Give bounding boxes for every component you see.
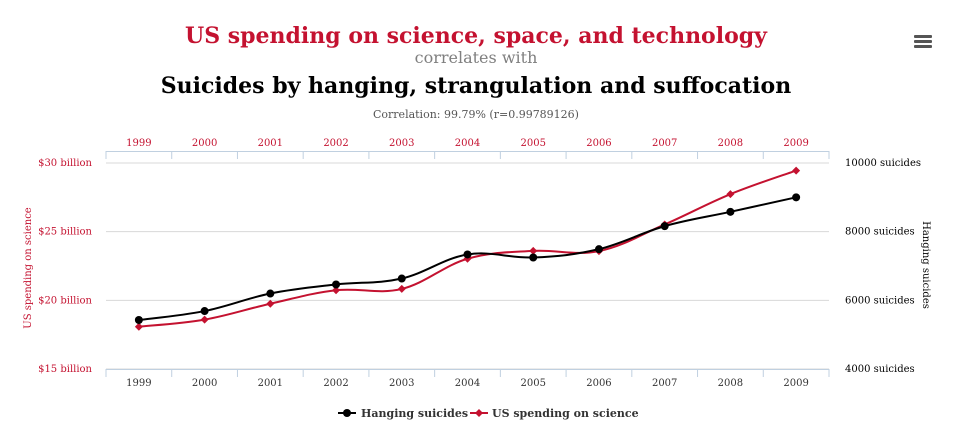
x-tick-label-top: 2001 — [258, 138, 283, 149]
x-tick-label: 2005 — [521, 378, 546, 389]
y-right-tick-label: 4000 suicides — [845, 364, 915, 375]
data-point-hanging-suicides — [200, 307, 209, 316]
data-point-hanging-suicides — [726, 207, 735, 216]
data-point-us-spending — [200, 315, 209, 324]
data-point-us-spending — [726, 190, 735, 199]
x-tick-label-top: 2002 — [323, 138, 348, 149]
data-point-hanging-suicides — [463, 250, 472, 259]
x-tick-label: 2000 — [192, 378, 217, 389]
correlation-label: Correlation: 99.79% (r=0.99789126) — [373, 108, 579, 121]
x-tick-label: 2007 — [652, 378, 677, 389]
data-point-hanging-suicides — [529, 253, 538, 262]
data-point-us-spending — [266, 299, 275, 308]
data-point-hanging-suicides — [660, 222, 669, 231]
data-point-hanging-suicides — [594, 245, 603, 254]
legend-label-hanging-suicides: Hanging suicides — [361, 407, 468, 420]
x-tick-label-top: 2007 — [652, 138, 677, 149]
y-left-tick-label: $30 billion — [38, 158, 92, 169]
data-point-us-spending — [792, 166, 801, 175]
legend-marker-hanging-suicides — [343, 409, 351, 417]
data-point-us-spending — [134, 322, 143, 331]
y-left-tick-label: $25 billion — [38, 227, 92, 238]
data-point-hanging-suicides — [266, 289, 275, 298]
x-tick-label: 2002 — [323, 378, 348, 389]
x-tick-label-top: 2003 — [389, 138, 414, 149]
data-point-us-spending — [397, 284, 406, 293]
x-tick-label-top: 1999 — [126, 138, 151, 149]
x-tick-label: 2008 — [718, 378, 743, 389]
chart-subtitle: correlates with — [414, 48, 538, 67]
hamburger-menu-icon[interactable] — [914, 35, 932, 49]
data-point-us-spending — [332, 286, 341, 295]
x-tick-label: 1999 — [126, 378, 151, 389]
data-point-hanging-suicides — [397, 274, 406, 283]
chart-title: US spending on science, space, and techn… — [185, 23, 767, 49]
y-right-tick-label: 6000 suicides — [845, 295, 915, 306]
data-point-hanging-suicides — [134, 316, 143, 325]
x-tick-label-top: 2005 — [521, 138, 546, 149]
x-tick-label: 2006 — [586, 378, 611, 389]
chart-title-secondary: Suicides by hanging, strangulation and s… — [160, 73, 792, 99]
x-tick-label: 2003 — [389, 378, 414, 389]
x-tick-label-top: 2000 — [192, 138, 217, 149]
x-tick-label: 2009 — [783, 378, 808, 389]
legend-label-us-spending: US spending on science — [492, 407, 639, 420]
data-point-hanging-suicides — [792, 193, 801, 202]
x-tick-label-top: 2004 — [455, 138, 480, 149]
y-left-tick-label: $20 billion — [38, 295, 92, 306]
legend-marker-us-spending — [475, 409, 483, 417]
y-right-tick-label: 10000 suicides — [845, 158, 921, 169]
data-point-us-spending — [529, 246, 538, 255]
x-tick-label-top: 2006 — [586, 138, 611, 149]
y-right-tick-label: 8000 suicides — [845, 227, 915, 238]
x-tick-label: 2001 — [258, 378, 283, 389]
x-tick-label: 2004 — [455, 378, 480, 389]
x-tick-label-top: 2008 — [718, 138, 743, 149]
x-tick-label-top: 2009 — [783, 138, 808, 149]
data-point-hanging-suicides — [332, 280, 341, 289]
y-left-axis-title: US spending on science — [23, 207, 34, 328]
y-right-axis-title: Hanging suicides — [920, 221, 931, 309]
y-left-tick-label: $15 billion — [38, 364, 92, 375]
